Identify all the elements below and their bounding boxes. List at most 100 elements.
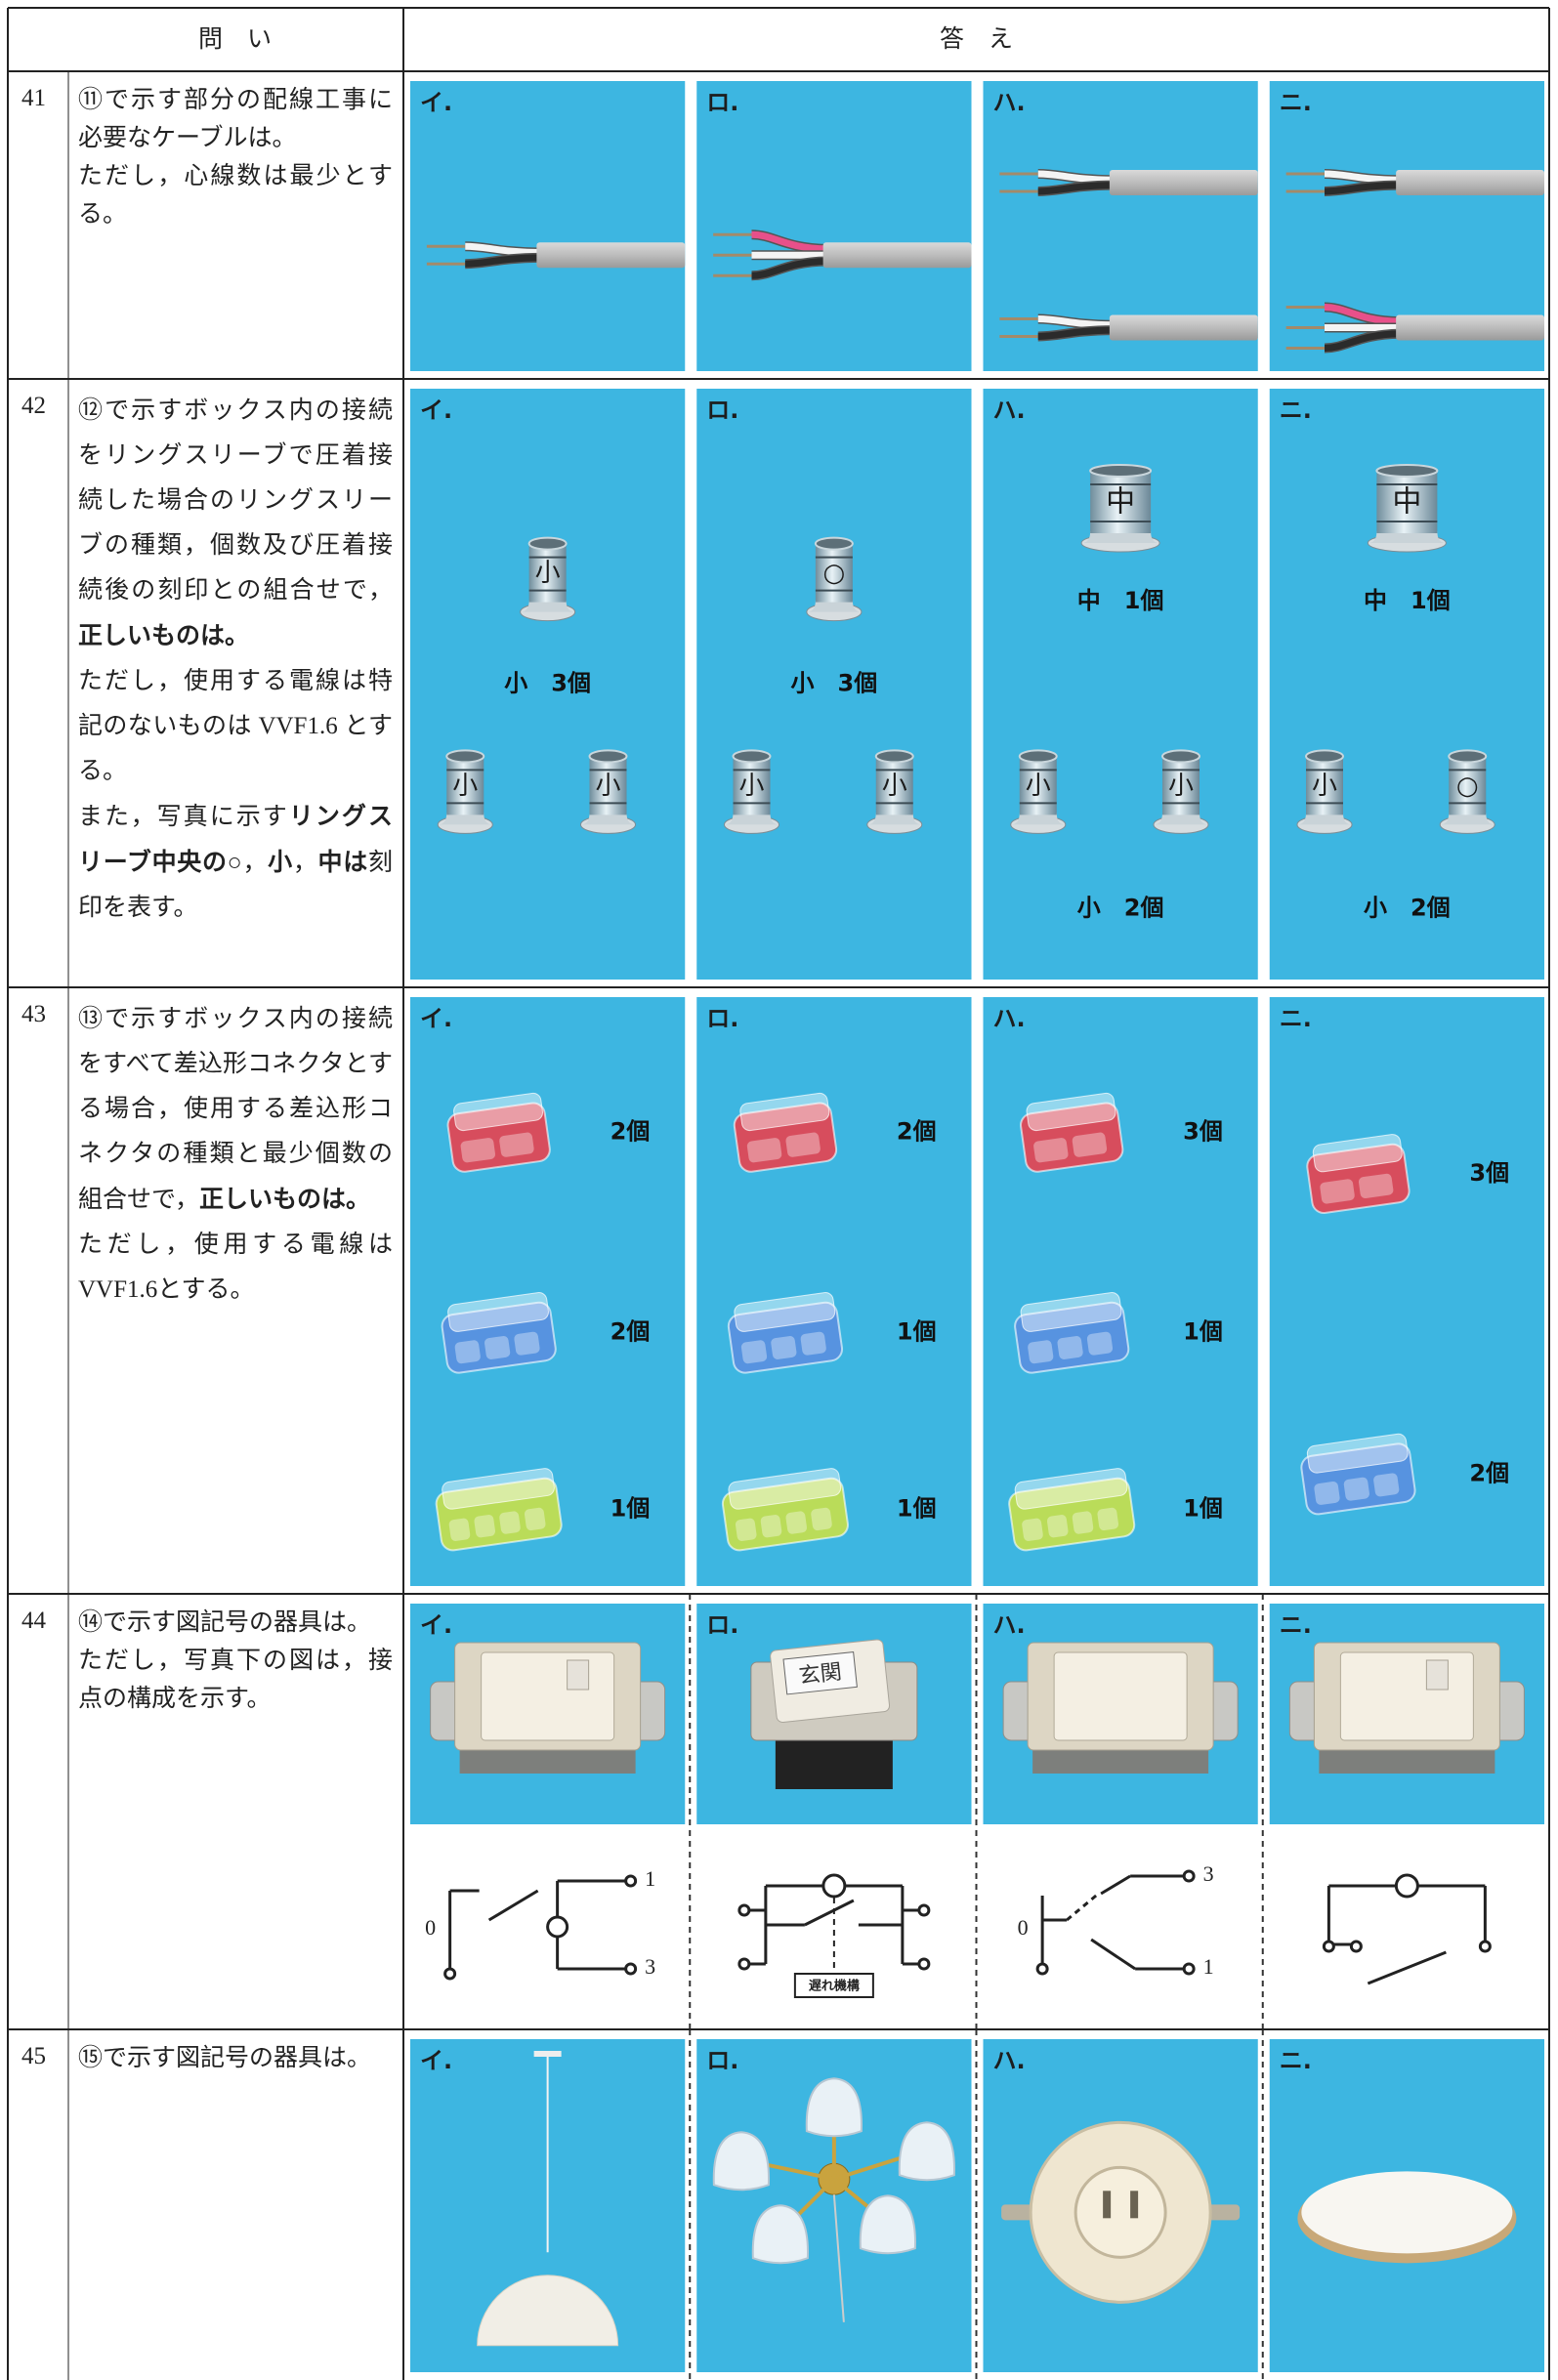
terminal-label: 0 bbox=[425, 1915, 436, 1940]
connector-hole bbox=[740, 1340, 767, 1364]
option-label: ニ. bbox=[1280, 1611, 1312, 1639]
connector-hole bbox=[1022, 1518, 1044, 1542]
connector-hole bbox=[1032, 1137, 1069, 1163]
connector-hole bbox=[1057, 1335, 1083, 1359]
sleeve-top bbox=[1090, 465, 1151, 477]
question-text: ⑬で示すボックス内の接続をすべて差込形コネクタとする場合，使用する差込形コネクタ… bbox=[78, 997, 393, 1313]
caption: 2個 bbox=[1469, 1459, 1509, 1486]
connector-hole bbox=[448, 1518, 471, 1542]
rosette-core bbox=[1075, 2167, 1165, 2257]
sleeve-top bbox=[1020, 750, 1057, 762]
sleeve-mark: 小 bbox=[1026, 772, 1051, 801]
connector-hole bbox=[800, 1331, 826, 1356]
cable-sheath bbox=[536, 242, 685, 268]
caption: 1個 bbox=[611, 1495, 651, 1523]
contact bbox=[1091, 1940, 1135, 1969]
terminal bbox=[1184, 1964, 1194, 1974]
header-answer: 答 え bbox=[940, 25, 1013, 53]
lamp bbox=[548, 1917, 568, 1937]
caption: 小 2個 bbox=[1364, 894, 1451, 921]
sleeve-top bbox=[876, 750, 913, 762]
push-in-connector bbox=[1018, 1092, 1124, 1173]
option-label: ニ. bbox=[1280, 1005, 1312, 1032]
caption: 1個 bbox=[897, 1495, 937, 1523]
connector-hole bbox=[785, 1511, 808, 1535]
option-label: ロ. bbox=[706, 397, 738, 424]
connector-hole bbox=[1072, 1132, 1108, 1158]
pilot-window bbox=[1426, 1660, 1448, 1690]
lever bbox=[805, 1900, 854, 1925]
question-number: 43 bbox=[21, 1001, 46, 1028]
terminal bbox=[1480, 1942, 1490, 1951]
sleeve-mark: 小 bbox=[535, 559, 561, 588]
connector-hole bbox=[771, 1335, 797, 1359]
connector-hole bbox=[484, 1335, 510, 1359]
question-number: 42 bbox=[21, 393, 46, 420]
terminal-label: 1 bbox=[645, 1866, 655, 1891]
option-label: ハ. bbox=[993, 397, 1026, 424]
paragraph: ⑭で示す図記号の器具は。 bbox=[78, 1604, 393, 1642]
cable-sheath bbox=[1396, 314, 1544, 340]
push-in-connector bbox=[440, 1291, 558, 1374]
terminal bbox=[1351, 1942, 1361, 1951]
caption: 小 3個 bbox=[791, 670, 878, 697]
bold-text: 正しいものは。 bbox=[78, 621, 249, 649]
paragraph: また，写真に示すリングスリーブ中央の○，小，中は刻印を表す。 bbox=[78, 794, 393, 931]
cable-sheath bbox=[1110, 314, 1258, 340]
connector-hole bbox=[514, 1331, 540, 1356]
option-label: ロ. bbox=[706, 89, 738, 116]
switch-device bbox=[1003, 1643, 1238, 1774]
text: ただし，写真下の図は，接点の構成を示す。 bbox=[78, 1648, 393, 1712]
push-in-connector bbox=[732, 1092, 838, 1173]
sleeve-top bbox=[1376, 465, 1437, 477]
bold-text: は bbox=[343, 848, 368, 876]
paragraph: ⑬で示すボックス内の接続をすべて差込形コネクタとする場合，使用する差込形コネクタ… bbox=[78, 997, 393, 1223]
connector-hole bbox=[1372, 1473, 1399, 1497]
caption: 2個 bbox=[611, 1118, 651, 1146]
bold-text: 小 bbox=[268, 848, 293, 876]
cable-sheath bbox=[1396, 170, 1544, 195]
canopy bbox=[534, 2051, 562, 2057]
option-label: イ. bbox=[420, 1611, 452, 1639]
nameplate-text: 玄関 bbox=[798, 1660, 843, 1689]
text: ○， bbox=[228, 850, 268, 876]
option-label: ニ. bbox=[1280, 2047, 1312, 2074]
push-in-connector bbox=[1012, 1291, 1130, 1374]
question-text: ⑭で示す図記号の器具は。ただし，写真下の図は，接点の構成を示す。 bbox=[78, 1604, 393, 1718]
connector-hole bbox=[1314, 1481, 1340, 1505]
connector-hole bbox=[524, 1507, 546, 1531]
terminal bbox=[1324, 1942, 1333, 1951]
cable-sheath bbox=[823, 242, 972, 268]
terminal-label: 0 bbox=[1018, 1915, 1029, 1940]
slot bbox=[1130, 2191, 1138, 2218]
text: ただし，使用する電線はVVF1.6とする。 bbox=[78, 1232, 393, 1303]
sleeve-top bbox=[734, 750, 771, 762]
sleeve-top bbox=[1449, 750, 1486, 762]
question-text: ⑪で示す部分の配線工事に必要なケーブルは。ただし，心線数は最少とする。 bbox=[78, 81, 393, 233]
connector-hole bbox=[735, 1518, 757, 1542]
switch-device bbox=[431, 1643, 665, 1774]
connector-hole bbox=[1343, 1477, 1369, 1501]
paragraph: ただし，心線数は最少とする。 bbox=[78, 157, 393, 233]
lamp bbox=[823, 1875, 845, 1897]
connector-hole bbox=[1086, 1331, 1113, 1356]
sleeve-mark: 小 bbox=[738, 772, 764, 801]
sleeve-mark: 中 bbox=[1106, 485, 1135, 520]
terminal bbox=[919, 1959, 929, 1969]
switch-device bbox=[1289, 1643, 1524, 1774]
caption: 3個 bbox=[1469, 1159, 1509, 1187]
paragraph: ただし，写真下の図は，接点の構成を示す。 bbox=[78, 1642, 393, 1718]
caption: 中 1個 bbox=[1077, 587, 1164, 614]
terminal bbox=[1184, 1871, 1194, 1881]
caption: 1個 bbox=[897, 1318, 937, 1346]
sleeve-top bbox=[529, 538, 567, 550]
sleeve-top bbox=[816, 538, 853, 550]
connector-hole bbox=[1028, 1340, 1054, 1364]
text: ⑬で示すボックス内の接続をすべて差込形コネクタとする場合，使用する差込形コネクタ… bbox=[78, 1006, 393, 1213]
caption: 2個 bbox=[611, 1318, 651, 1346]
option-label: ハ. bbox=[993, 2047, 1026, 2074]
note: 遅れ機構 bbox=[809, 1979, 860, 1994]
text: ⑫で示すボックス内の接続をリングスリーブで圧着接続した場合のリングスリーブの種類… bbox=[78, 397, 393, 604]
lever bbox=[1368, 1952, 1446, 1983]
caption: 1個 bbox=[1183, 1318, 1223, 1346]
